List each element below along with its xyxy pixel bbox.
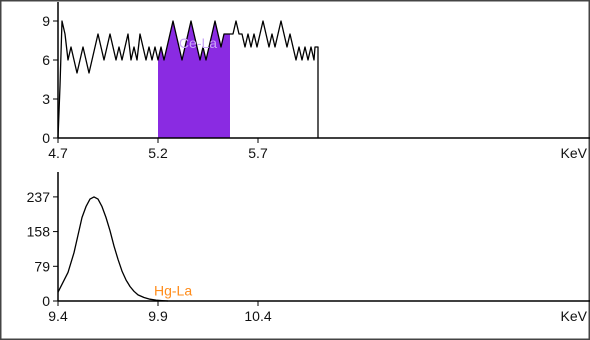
y-tick-label: 237: [27, 189, 51, 205]
y-tick-label: 0: [42, 293, 50, 309]
y-tick-label: 158: [27, 224, 51, 240]
x-axis-label: KeV: [561, 308, 588, 324]
x-tick-label: 5.2: [148, 145, 168, 161]
y-tick-label: 6: [42, 52, 50, 68]
highlight-region: [158, 21, 230, 138]
series-line-0: [57, 20, 319, 139]
x-tick-label: 10.4: [244, 308, 271, 324]
x-axis-label: KeV: [561, 145, 588, 161]
peak-label: Hg-La: [154, 282, 192, 298]
x-tick-label: 4.7: [48, 145, 68, 161]
y-tick-label: 9: [42, 13, 50, 29]
series-line-0: [57, 196, 169, 302]
x-tick-label: 9.4: [48, 308, 68, 324]
x-tick-label: 9.9: [148, 308, 168, 324]
spectrum-chart-top: 0 3 6 9 4.7 5.2 5.7 KeV Ce-La: [42, 2, 590, 161]
spectrum-chart-bottom: 0 79 158 237 9.4 9.9 10.4 KeV Hg-La: [27, 172, 590, 324]
y-tick-label: 3: [42, 91, 50, 107]
y-tick-label: 79: [34, 258, 50, 274]
y-tick-label: 0: [42, 130, 50, 146]
highlight-label: Ce-La: [179, 35, 217, 51]
x-tick-label: 5.7: [248, 145, 268, 161]
